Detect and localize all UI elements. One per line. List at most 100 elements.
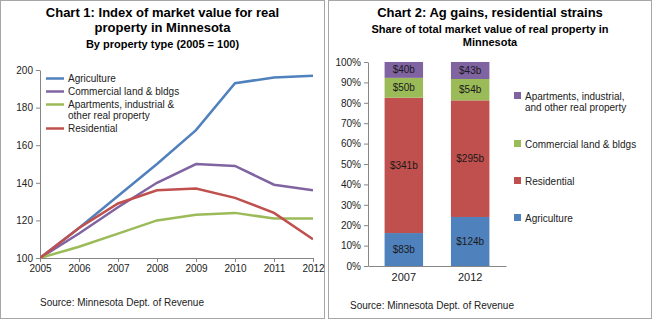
- panel-border: [329, 1, 652, 319]
- legend-item: Apartments, industrial &other real prope…: [46, 99, 174, 121]
- tick: 140: [16, 178, 40, 189]
- tick: 2007: [392, 271, 416, 283]
- tick-mark: [364, 266, 368, 267]
- tick-label: 60%: [341, 138, 361, 149]
- tick-mark: [36, 258, 40, 259]
- text-line: Chart 2: Ag gains, residential strains: [377, 5, 603, 20]
- tick-mark: [364, 82, 368, 83]
- tick-label: 0%: [347, 261, 362, 272]
- tick: 100: [16, 253, 40, 264]
- tick: 160: [16, 140, 40, 151]
- y-axis: 100 120 140 160 180 200: [16, 65, 40, 264]
- tick: 20%: [341, 220, 368, 231]
- data-labels: $83b$124b$341b$295b$50b$54b$40b$43b: [390, 64, 485, 255]
- tick-label: 2005: [29, 263, 52, 274]
- tick: 200: [16, 65, 40, 76]
- legend-item: Residential: [514, 176, 574, 187]
- tick-label: 50%: [341, 159, 361, 170]
- tick-label: 160: [16, 140, 33, 151]
- legend-swatch: [46, 77, 64, 80]
- legend-label: Commercial land & bldgs: [68, 86, 179, 97]
- text-line: Chart 1: Index of market value for real: [46, 5, 279, 20]
- data-label: $295b: [456, 153, 484, 164]
- data-label: $124b: [456, 236, 484, 247]
- legend-swatch: [514, 177, 521, 184]
- tick: 180: [16, 102, 40, 113]
- legend-swatch: [514, 92, 521, 99]
- tick: 120: [16, 215, 40, 226]
- tick-mark: [40, 258, 41, 262]
- subtitle: By property type (2005 = 100): [86, 38, 239, 50]
- tick-mark: [364, 205, 368, 206]
- tick-label: 80%: [341, 98, 361, 109]
- tick-mark: [364, 123, 368, 124]
- data-label: $50b: [393, 82, 416, 93]
- tick-mark: [36, 70, 40, 71]
- chart-root: Chart 1: Index of market value for realp…: [0, 0, 652, 319]
- tick-mark: [364, 225, 368, 226]
- title: Chart 1: Index of market value for realp…: [46, 5, 279, 35]
- legend-item: Commercial land & bldgs: [46, 86, 179, 97]
- legend-item: Agriculture: [46, 73, 116, 84]
- tick: 2007: [107, 258, 130, 274]
- tick-mark: [274, 258, 275, 262]
- text-line: Minnesota: [463, 36, 518, 48]
- bar-segment: [385, 62, 423, 78]
- annotation: Source: Minnesota Dept. of Revenue: [40, 297, 204, 308]
- tick-mark: [364, 184, 368, 185]
- tick: 0%: [347, 261, 368, 272]
- legend-swatch: [46, 90, 64, 93]
- tick-mark: [364, 164, 368, 165]
- text-line: property in Minnesota: [95, 20, 232, 35]
- legend-label: Apartments, industrial &other real prope…: [68, 99, 174, 121]
- axis-line: [41, 258, 314, 259]
- tick: 10%: [341, 240, 368, 251]
- tick-label: 2012: [302, 263, 325, 274]
- tick: 2011: [264, 258, 286, 274]
- y-axis: 0%10%20%30%40%50%60%70%80%90%100%: [335, 57, 368, 272]
- tick-label: 90%: [341, 77, 361, 88]
- annotation: Source: Minnesota Dept. of Revenue: [350, 300, 514, 311]
- legend-label: Residential: [68, 123, 117, 134]
- series-line: [40, 188, 313, 258]
- axis-line: [369, 266, 507, 267]
- tick-label: 70%: [341, 118, 361, 129]
- tick-mark: [36, 145, 40, 146]
- data-label: $83b: [393, 244, 416, 255]
- tick-mark: [364, 103, 368, 104]
- axis-line: [40, 71, 41, 259]
- x-axis: 20052006200720082009201020112012: [29, 258, 325, 274]
- tick-label: 180: [16, 102, 33, 113]
- legend-item: Agriculture: [514, 213, 573, 224]
- tick-mark: [36, 183, 40, 184]
- tick: 60%: [341, 138, 368, 149]
- subtitle: Share of total market value of real prop…: [371, 23, 608, 48]
- tick-label: 100: [16, 253, 33, 264]
- legend-swatch: [46, 103, 64, 106]
- tick-mark: [364, 62, 368, 63]
- data-label: $40b: [393, 64, 416, 75]
- title: Chart 2: Ag gains, residential strains: [377, 5, 603, 20]
- tick-label: 2009: [185, 263, 208, 274]
- tick-label: 10%: [341, 240, 361, 251]
- plot-area: [40, 76, 313, 258]
- legend-label: Agriculture: [525, 213, 573, 224]
- tick: 2009: [185, 258, 208, 274]
- text-line: Agriculture: [525, 213, 573, 224]
- tick-mark: [36, 108, 40, 109]
- tick: 100%: [335, 57, 368, 68]
- text-line: Share of total market value of real prop…: [371, 23, 608, 35]
- text-line: Agriculture: [68, 73, 116, 84]
- bar-segment: [451, 217, 489, 266]
- text-line: By property type (2005 = 100): [86, 38, 239, 50]
- text-line: Commercial land & bldgs: [525, 139, 636, 150]
- tick: 2012: [302, 258, 325, 274]
- legend-swatch: [514, 214, 521, 221]
- tick-label: 30%: [341, 200, 361, 211]
- tick-label: 120: [16, 215, 33, 226]
- bar-segment: [385, 233, 423, 266]
- series-line: [40, 164, 313, 258]
- plot-area: [385, 62, 490, 266]
- bar-segment: [451, 100, 489, 217]
- tick-label: 140: [16, 178, 33, 189]
